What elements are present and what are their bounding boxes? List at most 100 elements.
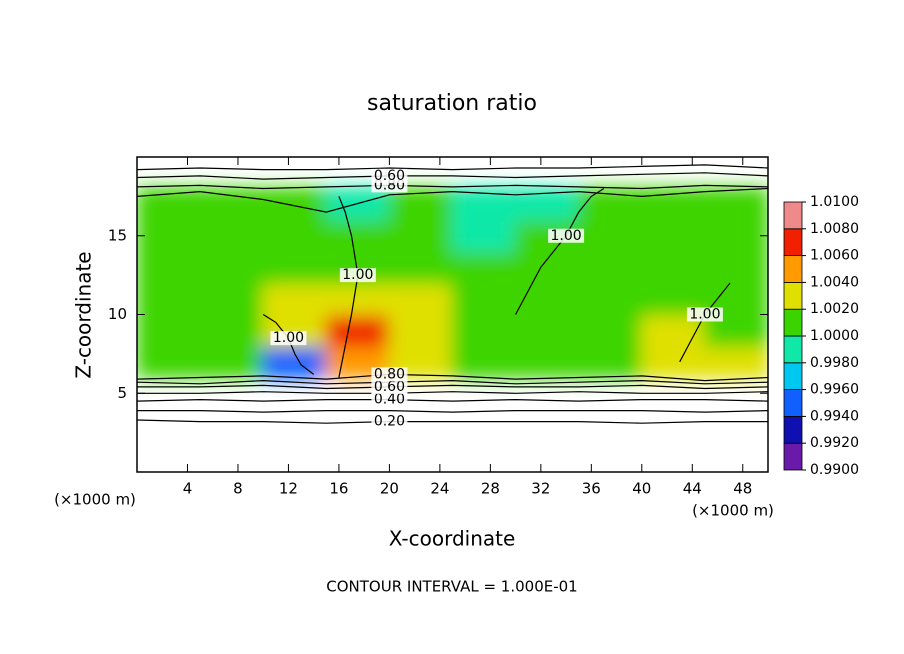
field-cell [137, 345, 202, 379]
colorbar-swatch [783, 281, 803, 310]
field-cell [388, 250, 454, 284]
contour-line [137, 379, 768, 385]
field-cell [514, 345, 580, 379]
field-cell [514, 282, 580, 316]
field-cell [137, 282, 202, 316]
field-cell [577, 187, 643, 221]
contour-label: 0.40 [374, 392, 405, 408]
contour-label: 1.00 [550, 228, 581, 244]
colorbar-swatch [783, 308, 803, 337]
colorbar-swatch [783, 415, 803, 444]
contour-line [137, 410, 768, 413]
x-tick-label: 44 [683, 480, 702, 498]
colorbar-label: 1.0000 [810, 328, 859, 344]
x-tick-label: 24 [430, 480, 449, 498]
field-cell [703, 187, 768, 221]
colorbar-swatch [783, 442, 803, 471]
x-tick-label: 4 [183, 480, 193, 498]
contour-label-bg [371, 168, 408, 183]
contour-label: 0.60 [374, 168, 405, 184]
contour-line [137, 164, 768, 171]
field-cell [262, 345, 328, 379]
contour-label-bg [548, 228, 585, 243]
field-cell [262, 282, 328, 316]
field-cell [199, 250, 265, 284]
x-tick-label: 28 [481, 480, 500, 498]
contour-line [515, 187, 605, 315]
y-axis-label: Z-coordinate [72, 251, 96, 378]
x-axis-label: X-coordinate [389, 527, 516, 551]
contour-label-bg [371, 414, 408, 429]
contour-line [137, 187, 768, 213]
field-cell [388, 282, 454, 316]
colorbar-swatch [783, 335, 803, 364]
contour-label: 0.80 [374, 366, 405, 382]
field-cell [325, 187, 391, 221]
field-cell [199, 345, 265, 379]
contour-line [137, 184, 768, 190]
field-cell [451, 345, 517, 379]
colorbar-swatch [783, 255, 803, 283]
colorbar-label: 0.9900 [810, 462, 859, 478]
y-tick-label: 5 [117, 384, 127, 402]
field-cell [451, 250, 517, 284]
field-cell [137, 219, 202, 253]
contour-label: 1.00 [273, 330, 304, 346]
field-cell [640, 250, 706, 284]
field-cell [703, 345, 768, 379]
x-tick-label: 16 [329, 480, 348, 498]
contour-label-bg [371, 379, 408, 394]
colorbar-label: 1.0080 [810, 221, 859, 237]
field-cell [137, 313, 202, 347]
field-cell [577, 313, 643, 347]
field-cell [325, 219, 391, 253]
colorbar-swatch [783, 389, 803, 417]
field-cells [137, 187, 768, 379]
field-cell [577, 345, 643, 379]
x-tick-label: 48 [733, 480, 752, 498]
x-tick-label: 8 [233, 480, 243, 498]
colorbar-label: 0.9940 [810, 408, 859, 424]
contour-line [137, 384, 768, 390]
contour-label: 0.20 [374, 414, 405, 430]
contour-line [137, 391, 768, 394]
contour-line [137, 172, 768, 180]
contour-line [137, 419, 768, 424]
x-tick-label: 12 [279, 480, 298, 498]
y-tick-label: 10 [108, 305, 127, 323]
field-cell [640, 345, 706, 379]
field-cell [451, 219, 517, 253]
contour-label-bg [686, 307, 723, 322]
colorbar-label: 1.0020 [810, 301, 859, 317]
contour-label-bg [371, 367, 408, 382]
field-cell [199, 219, 265, 253]
field-cell [388, 313, 454, 347]
contour-label-bg [270, 331, 307, 346]
field-cell [199, 282, 265, 316]
field-cell [137, 187, 202, 221]
contour-label-bg [339, 268, 376, 283]
colorbar-swatch [783, 362, 803, 390]
colorbar-label: 1.0040 [810, 274, 859, 290]
x-tick-label: 32 [531, 480, 550, 498]
chart-title: saturation ratio [367, 91, 537, 116]
field-cell [703, 250, 768, 284]
y-unit: (×1000 m) [54, 491, 136, 509]
contour-label: 1.00 [689, 307, 720, 323]
contour-line [137, 373, 768, 382]
contour-line [262, 313, 315, 375]
colorbar-swatch [783, 228, 803, 257]
field-cell [577, 219, 643, 253]
contour-label: 0.60 [374, 379, 405, 395]
colorbar-label: 1.0060 [810, 248, 859, 264]
field-cell [262, 250, 328, 284]
contours [137, 164, 768, 424]
contour-label: 1.00 [342, 267, 373, 283]
field-cell [325, 282, 391, 316]
colorbar-label: 0.9980 [810, 355, 859, 371]
colorbar-label: 0.9960 [810, 382, 859, 398]
field-cell [703, 219, 768, 253]
colorbar-label: 0.9920 [810, 435, 859, 451]
footnote: CONTOUR INTERVAL = 1.000E-01 [326, 578, 577, 596]
